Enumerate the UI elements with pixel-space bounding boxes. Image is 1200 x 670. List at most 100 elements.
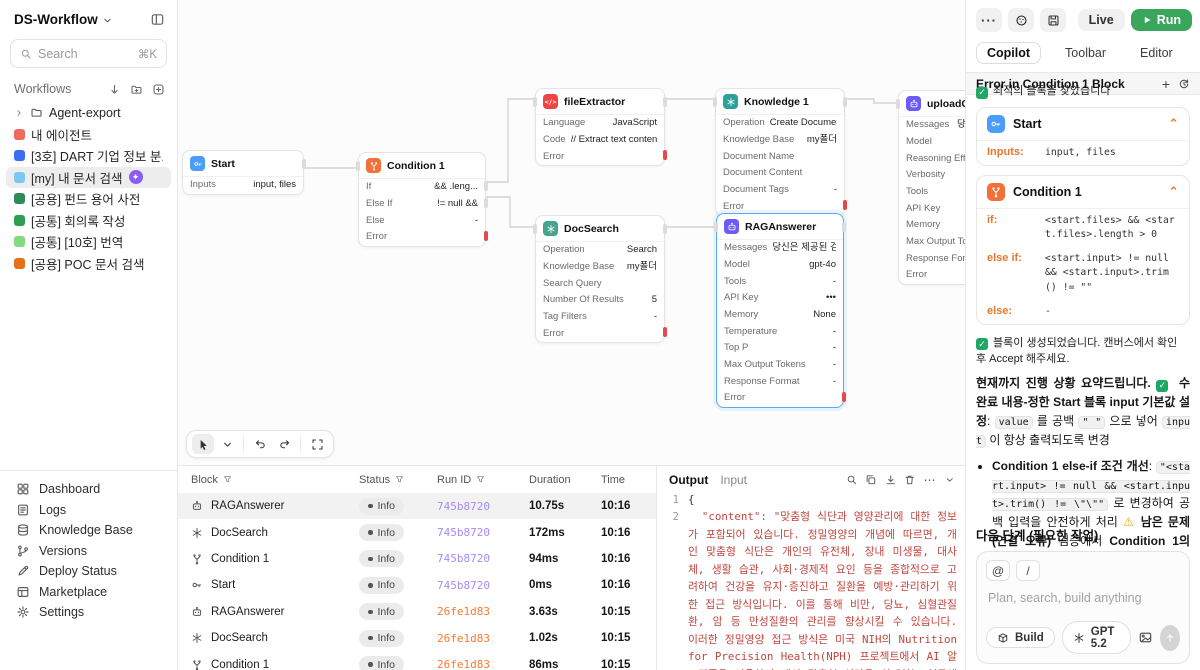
copy-icon[interactable] — [865, 474, 877, 486]
node-uploadConfirm[interactable]: uploadConfirmMessages당신은 지정된...ModelReas… — [896, 90, 965, 285]
folder-agent-export[interactable]: Agent-export — [6, 102, 171, 124]
node-field: Number Of Results 5 — [543, 294, 657, 306]
composer-placeholder[interactable]: Plan, search, build anything — [988, 591, 1142, 605]
tool-dropdown-button[interactable] — [216, 434, 238, 454]
workflow-item[interactable]: [공용] 펀드 용어 사전 — [6, 188, 171, 210]
chevron-down-icon[interactable] — [102, 15, 113, 26]
log-row[interactable]: RAGAnswerer Info 26fe1d83 3.63s 10:15 — [178, 599, 656, 625]
model-select-button[interactable]: GPT 5.2 — [1061, 621, 1131, 654]
build-mode-button[interactable]: Build — [986, 627, 1055, 648]
node-field: Error — [359, 229, 488, 246]
sidebar-item-dashboard[interactable]: Dashboard — [6, 479, 171, 500]
node-fileExtractor[interactable]: </> fileExtractor Language JavaScript Code//… — [533, 88, 667, 166]
log-row[interactable]: DocSearch Info 26fe1d83 1.02s 10:15 — [178, 625, 656, 651]
block-card-start[interactable]: Start ⌃ Inputs: input, files — [976, 106, 1190, 166]
node-docSearch[interactable]: DocSearch Operation Search Knowledge Base my… — [533, 215, 667, 343]
knot-icon — [191, 632, 203, 644]
node-field: Response Format - — [724, 375, 836, 387]
node-field: Document Name — [723, 150, 795, 162]
run-id-link[interactable]: 745b8720 — [437, 578, 490, 592]
new-folder-icon[interactable] — [130, 83, 143, 96]
tab-editor[interactable]: Editor — [1140, 46, 1173, 60]
add-workflow-icon[interactable] — [152, 83, 165, 96]
node-field: Else - — [366, 214, 478, 226]
run-id-link[interactable]: 745b8720 — [437, 526, 490, 540]
node-field: Document Content — [723, 167, 803, 179]
history-icon[interactable] — [1178, 78, 1190, 90]
run-id-link[interactable]: 26fe1d83 — [437, 631, 490, 645]
node-start[interactable]: Start Inputs input, files — [182, 150, 306, 195]
column-header: Duration — [529, 473, 571, 486]
tab-input[interactable]: Input — [720, 473, 748, 487]
redo-button[interactable] — [273, 434, 295, 454]
tab-toolbar[interactable]: Toolbar — [1065, 46, 1107, 60]
search-input[interactable]: Search ⌘K — [10, 39, 167, 68]
copilot-composer[interactable]: @ / Plan, search, build anything Build GP… — [976, 551, 1190, 664]
workflow-item[interactable]: [3호] DART 기업 정보 분... — [6, 145, 171, 167]
node-field: Top P- — [724, 342, 836, 354]
trash-icon[interactable] — [904, 474, 916, 486]
run-logs-panel: Block Status Run ID Duration Time RAGAnswere… — [178, 465, 656, 670]
sort-down-icon[interactable] — [108, 83, 121, 96]
log-row[interactable]: RAGAnswerer Info 745b8720 10.75s 10:16 — [178, 493, 656, 520]
fit-view-button[interactable] — [306, 434, 328, 454]
download-icon[interactable] — [885, 474, 897, 486]
new-thread-icon[interactable]: + — [1161, 75, 1170, 92]
sidebar-item-deploy-status[interactable]: Deploy Status — [6, 561, 171, 582]
run-id-link[interactable]: 26fe1d83 — [437, 658, 490, 670]
tab-output[interactable]: Output — [669, 473, 709, 487]
sidebar-item-logs[interactable]: Logs — [6, 500, 171, 521]
folder-label: Agent-export — [49, 105, 121, 120]
send-button[interactable] — [1159, 624, 1180, 651]
search-icon[interactable] — [846, 474, 858, 486]
key-icon — [191, 579, 203, 591]
run-button[interactable]: Run — [1130, 9, 1192, 31]
workflow-item[interactable]: [공용] POC 문서 검색 — [6, 253, 171, 275]
node-field: Inputs input, files — [190, 179, 296, 191]
sidebar-toggle-icon[interactable] — [150, 12, 165, 27]
workflow-item[interactable]: 내 에이전트 — [6, 124, 171, 146]
theme-button[interactable] — [1008, 8, 1034, 32]
run-id-link[interactable]: 745b8720 — [437, 552, 490, 566]
collapse-icon[interactable]: ⌃ — [1168, 183, 1179, 199]
workflow-item[interactable]: [공통] [10호] 번역 — [6, 231, 171, 253]
node-field: Memory None — [724, 309, 836, 321]
collapse-panel-icon[interactable] — [944, 474, 956, 486]
more-actions-button[interactable]: ··· — [976, 8, 1002, 32]
attach-image-icon[interactable] — [1138, 630, 1153, 645]
sidebar-item-knowledge-base[interactable]: Knowledge Base — [6, 520, 171, 541]
more-options-icon[interactable]: ⋯ — [923, 473, 936, 487]
workflow-item[interactable]: [my] 내 문서 검색 ✦ — [6, 166, 171, 188]
run-id-link[interactable]: 745b8720 — [437, 499, 490, 513]
workflow-item[interactable]: [공통] 회의록 작성 — [6, 210, 171, 232]
column-header: Run ID — [437, 474, 529, 486]
block-card-condition-1[interactable]: Condition 1 ⌃ if: <start.files> && <start.f… — [976, 174, 1190, 325]
workflow-canvas[interactable]: Start Inputs input, files Condition 1 If && … — [178, 0, 965, 465]
composer-chip-mention[interactable]: @ — [986, 560, 1010, 581]
fit-view-icon — [311, 438, 324, 451]
node-condition1[interactable]: Condition 1 If && .leng... Else If != null… — [356, 152, 488, 247]
pointer-tool-button[interactable] — [192, 434, 214, 454]
tab-copilot[interactable]: Copilot — [976, 42, 1042, 64]
sidebar-item-settings[interactable]: Settings — [6, 602, 171, 623]
node-field: Error — [899, 267, 965, 284]
log-row[interactable]: Condition 1 Info 26fe1d83 86ms 10:15 — [178, 651, 656, 670]
chevron-down-icon — [221, 438, 234, 451]
sidebar-item-marketplace[interactable]: Marketplace — [6, 582, 171, 603]
funnel-icon — [476, 475, 485, 484]
undo-button[interactable] — [249, 434, 271, 454]
run-id-link[interactable]: 26fe1d83 — [437, 605, 490, 619]
settings-icon — [16, 605, 30, 619]
log-row[interactable]: Start Info 745b8720 0ms 10:16 — [178, 572, 656, 598]
sidebar-item-versions[interactable]: Versions — [6, 541, 171, 562]
collapse-icon[interactable]: ⌃ — [1168, 115, 1179, 131]
robot-icon — [727, 222, 737, 232]
composer-chip-command[interactable]: / — [1016, 560, 1040, 581]
log-row[interactable]: DocSearch Info 745b8720 172ms 10:16 — [178, 519, 656, 545]
save-button[interactable] — [1040, 8, 1066, 32]
node-knowledge1[interactable]: Knowledge 1 Operation Create Document Knowl… — [713, 88, 847, 216]
play-icon — [1142, 15, 1152, 25]
live-button[interactable]: Live — [1077, 9, 1125, 31]
log-row[interactable]: Condition 1 Info 745b8720 94ms 10:16 — [178, 546, 656, 572]
